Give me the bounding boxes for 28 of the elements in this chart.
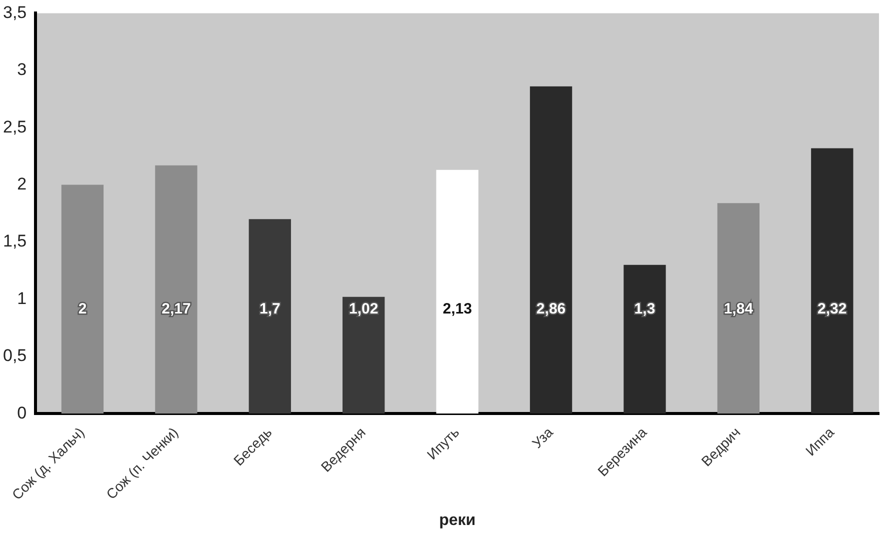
y-tick-label: 0,5 bbox=[2, 346, 27, 366]
y-tick-label: 0 bbox=[17, 403, 27, 422]
y-tick-label: 2 bbox=[17, 174, 27, 194]
data-label: 2,13 bbox=[442, 300, 472, 318]
y-tick-label: 1 bbox=[17, 288, 27, 308]
bar bbox=[717, 203, 760, 414]
bar bbox=[342, 296, 385, 414]
x-tick-label: Уза bbox=[528, 424, 556, 452]
data-label: 2 bbox=[78, 300, 87, 318]
y-tick-label: 2,5 bbox=[2, 117, 27, 136]
data-label: 2,86 bbox=[536, 300, 566, 318]
bar bbox=[530, 86, 572, 414]
data-label: 1,3 bbox=[634, 300, 656, 318]
bar bbox=[61, 184, 104, 414]
bar bbox=[155, 165, 198, 414]
x-axis-title: реки bbox=[439, 512, 476, 529]
data-label: 1,84 bbox=[724, 300, 754, 318]
data-label: 1,02 bbox=[349, 300, 378, 318]
y-tick-label: 3 bbox=[17, 60, 27, 80]
data-label: 2,32 bbox=[818, 300, 847, 318]
bar bbox=[811, 148, 854, 414]
y-tick-label: 1,5 bbox=[2, 232, 27, 251]
data-label: 2,17 bbox=[162, 300, 191, 318]
y-tick-label: 3,5 bbox=[2, 2, 27, 22]
data-label: 1,7 bbox=[259, 300, 280, 318]
bar bbox=[248, 219, 291, 414]
bar bbox=[436, 170, 478, 414]
bar bbox=[624, 264, 666, 414]
